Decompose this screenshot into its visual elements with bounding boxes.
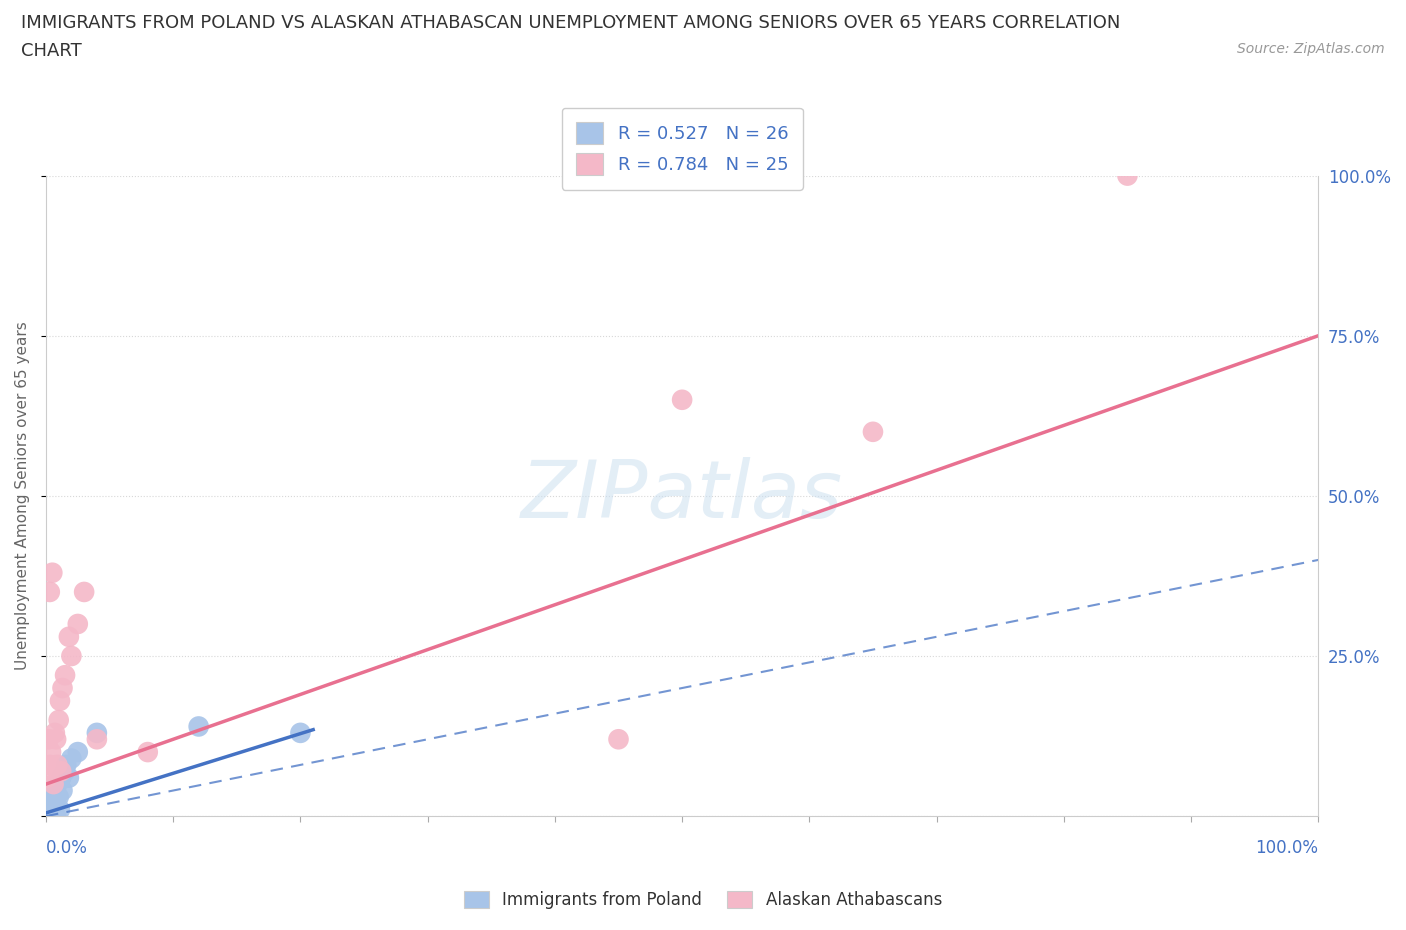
Point	[53, 668, 76, 683]
Point	[45, 809, 67, 824]
Text: 0.0%: 0.0%	[46, 839, 87, 857]
Point	[51, 770, 73, 785]
Point	[41, 809, 63, 824]
Point	[86, 732, 108, 747]
Point	[48, 790, 70, 804]
Legend: Immigrants from Poland, Alaskan Athabascans: Immigrants from Poland, Alaskan Athabasc…	[456, 883, 950, 917]
Point	[58, 770, 80, 785]
Point	[55, 757, 77, 772]
Point	[42, 803, 65, 817]
Text: IMMIGRANTS FROM POLAND VS ALASKAN ATHABASCAN UNEMPLOYMENT AMONG SENIORS OVER 65 : IMMIGRANTS FROM POLAND VS ALASKAN ATHABA…	[21, 14, 1121, 32]
Point	[41, 796, 63, 811]
Point	[41, 565, 63, 580]
Point	[38, 757, 60, 772]
Point	[1116, 168, 1139, 183]
Point	[38, 790, 60, 804]
Text: Source: ZipAtlas.com: Source: ZipAtlas.com	[1237, 42, 1385, 56]
Point	[290, 725, 312, 740]
Point	[39, 803, 62, 817]
Point	[38, 809, 60, 824]
Point	[38, 732, 60, 747]
Point	[49, 803, 72, 817]
Legend: R = 0.527   N = 26, R = 0.784   N = 25: R = 0.527 N = 26, R = 0.784 N = 25	[561, 108, 803, 190]
Point	[45, 790, 67, 804]
Point	[66, 617, 89, 631]
Y-axis label: Unemployment Among Seniors over 65 years: Unemployment Among Seniors over 65 years	[15, 322, 30, 671]
Text: ZIPatlas: ZIPatlas	[522, 457, 844, 535]
Point	[53, 764, 76, 778]
Point	[607, 732, 630, 747]
Point	[136, 745, 159, 760]
Point	[66, 745, 89, 760]
Point	[37, 809, 59, 824]
Point	[671, 392, 693, 407]
Point	[73, 585, 96, 600]
Point	[862, 424, 884, 439]
Point	[45, 732, 67, 747]
Point	[51, 764, 73, 778]
Point	[60, 648, 83, 663]
Point	[51, 681, 73, 696]
Point	[48, 712, 70, 727]
Point	[49, 694, 72, 709]
Point	[58, 630, 80, 644]
Point	[38, 585, 60, 600]
Point	[187, 719, 209, 734]
Point	[44, 796, 66, 811]
Point	[86, 725, 108, 740]
Point	[46, 777, 69, 791]
Point	[46, 757, 69, 772]
Point	[44, 725, 66, 740]
Point	[38, 796, 60, 811]
Point	[51, 783, 73, 798]
Text: 100.0%: 100.0%	[1256, 839, 1319, 857]
Point	[60, 751, 83, 766]
Point	[37, 770, 59, 785]
Point	[38, 803, 60, 817]
Point	[39, 745, 62, 760]
Text: CHART: CHART	[21, 42, 82, 60]
Point	[42, 777, 65, 791]
Point	[42, 783, 65, 798]
